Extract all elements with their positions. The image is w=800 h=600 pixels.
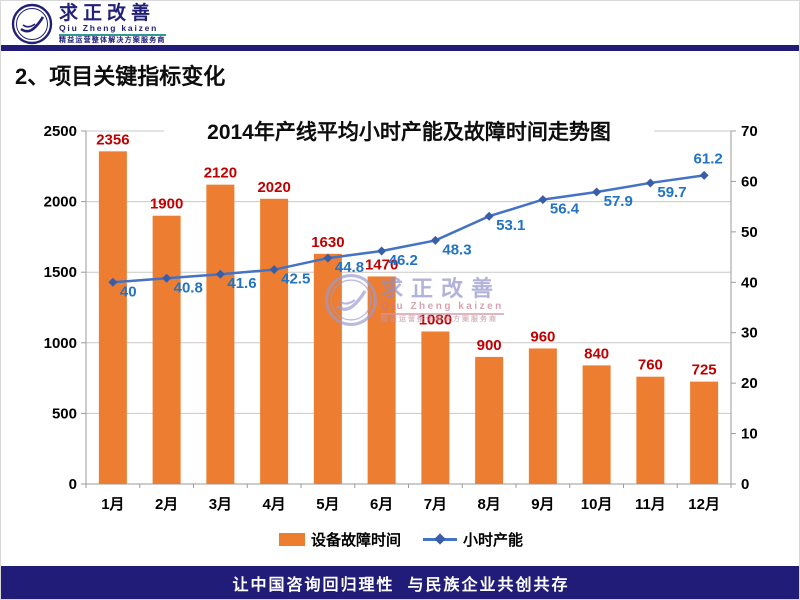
right-axis-label: 0 xyxy=(741,476,749,493)
legend-item-bars: 设备故障时间 xyxy=(278,529,401,550)
bar xyxy=(206,184,235,484)
bar xyxy=(582,365,611,484)
line-value-label: 44.8 xyxy=(335,259,364,276)
legend-label-line: 小时产能 xyxy=(463,532,524,549)
right-axis-label: 70 xyxy=(741,123,758,140)
line-value-label: 42.5 xyxy=(281,271,310,288)
logo-pinyin: Qiu Zheng kaizen xyxy=(59,23,166,36)
line-marker-icon xyxy=(323,253,333,263)
bar xyxy=(636,376,665,484)
line-value-label: 41.6 xyxy=(227,275,256,292)
line-value-label: 59.7 xyxy=(657,184,686,201)
x-axis-label: 7月 xyxy=(424,496,447,513)
x-axis-label: 1月 xyxy=(101,496,124,513)
bar xyxy=(260,198,289,484)
bar-value-label: 1080 xyxy=(419,312,452,329)
line-value-label: 46.2 xyxy=(389,252,418,269)
bar-value-label: 900 xyxy=(477,337,502,354)
chart-legend: 设备故障时间 小时产能 xyxy=(1,529,799,550)
x-axis-label: 6月 xyxy=(370,496,393,513)
combo-chart: 0 500 1000 1500 2000 2500 0 10 20 30 40 50 60 70 1月 2月 3… xyxy=(44,123,758,513)
bar xyxy=(475,356,504,484)
line-value-label: 53.1 xyxy=(496,217,525,234)
left-axis-label: 1000 xyxy=(44,335,77,352)
left-axis-label: 0 xyxy=(69,476,77,493)
line-series-marker-icon xyxy=(423,538,457,541)
line-marker-icon xyxy=(269,265,279,275)
bar-value-label: 1900 xyxy=(150,196,183,213)
line-marker-icon xyxy=(645,178,655,188)
header-divider-bar xyxy=(1,45,799,51)
x-axis-label: 4月 xyxy=(262,496,285,513)
bar xyxy=(313,253,342,484)
left-axis-label: 500 xyxy=(52,405,77,422)
bar xyxy=(690,381,719,484)
bar xyxy=(367,276,396,484)
x-axis-label: 8月 xyxy=(477,496,500,513)
bar-value-label: 2356 xyxy=(96,131,129,148)
bar-value-label: 960 xyxy=(530,328,555,345)
right-axis-label: 60 xyxy=(741,173,758,190)
line-value-label: 57.9 xyxy=(604,193,633,210)
line-marker-icon xyxy=(592,187,602,197)
line-value-label: 40.8 xyxy=(174,279,203,296)
footer-banner: 让中国咨询回归理性 与民族企业共创共存 xyxy=(1,566,799,599)
line-value-label: 40 xyxy=(120,283,137,300)
right-axis-label: 10 xyxy=(741,426,758,443)
bar-value-label: 2020 xyxy=(257,179,290,196)
x-axis-label: 2月 xyxy=(155,496,178,513)
line-value-label: 56.4 xyxy=(550,201,580,218)
line-marker-icon xyxy=(215,269,225,279)
logo-text: 求正改善 Qiu Zheng kaizen 精益运营整体解决方案服务商 xyxy=(59,2,166,44)
logo-tagline: 精益运营整体解决方案服务商 xyxy=(59,36,166,44)
left-axis-label: 2000 xyxy=(44,194,77,211)
section-title: 2、项目关键指标变化 xyxy=(15,64,226,89)
line-marker-icon xyxy=(162,273,172,283)
right-axis-label: 30 xyxy=(741,325,758,342)
capacity-line xyxy=(112,174,705,284)
x-axis-label: 5月 xyxy=(316,496,339,513)
left-axis-label: 2500 xyxy=(44,123,77,140)
bar-series-swatch-icon xyxy=(278,533,305,546)
company-logo: 求正改善 Qiu Zheng kaizen 精益运营整体解决方案服务商 xyxy=(11,3,166,45)
bar-value-label: 1630 xyxy=(311,234,344,251)
line-marker-icon xyxy=(484,211,494,221)
right-axis-label: 50 xyxy=(741,224,758,241)
bar-value-label: 1470 xyxy=(365,256,398,273)
line-value-label: 48.3 xyxy=(442,241,471,258)
x-axis-label: 11月 xyxy=(635,496,666,513)
logo-name: 求正改善 xyxy=(59,2,156,24)
line-marker-icon xyxy=(430,235,440,245)
bar-value-label: 2120 xyxy=(204,165,237,182)
bar xyxy=(152,215,181,484)
bar-value-label: 725 xyxy=(692,362,717,379)
chart-title: 2014年产线平均小时产能及故障时间走势图 xyxy=(164,116,654,146)
bar-value-label: 760 xyxy=(638,357,663,374)
footer-slogan: 让中国咨询回归理性 与民族企业共创共存 xyxy=(232,576,570,594)
line-marker-icon xyxy=(108,277,118,287)
line-value-label: 61.2 xyxy=(694,150,723,167)
x-axis-label: 12月 xyxy=(688,496,720,513)
left-axis-label: 1500 xyxy=(44,264,77,281)
logo-emblem-icon xyxy=(11,3,53,45)
bar xyxy=(421,331,450,484)
right-axis-label: 40 xyxy=(741,274,758,291)
x-axis-label: 9月 xyxy=(531,496,554,513)
bar xyxy=(98,151,127,484)
right-axis-label: 20 xyxy=(741,375,758,392)
legend-item-line: 小时产能 xyxy=(423,529,523,550)
x-axis-label: 10月 xyxy=(581,496,613,513)
chart-area: 2014年产线平均小时产能及故障时间走势图 0 500 1000 1500 2000 25… xyxy=(1,101,799,571)
bar-value-label: 840 xyxy=(584,345,609,362)
x-axis-label: 3月 xyxy=(209,496,232,513)
line-marker-icon xyxy=(699,170,709,180)
line-marker-icon xyxy=(538,195,548,205)
bar xyxy=(528,348,557,484)
line-marker-icon xyxy=(377,246,387,256)
legend-label-bars: 设备故障时间 xyxy=(310,532,401,549)
